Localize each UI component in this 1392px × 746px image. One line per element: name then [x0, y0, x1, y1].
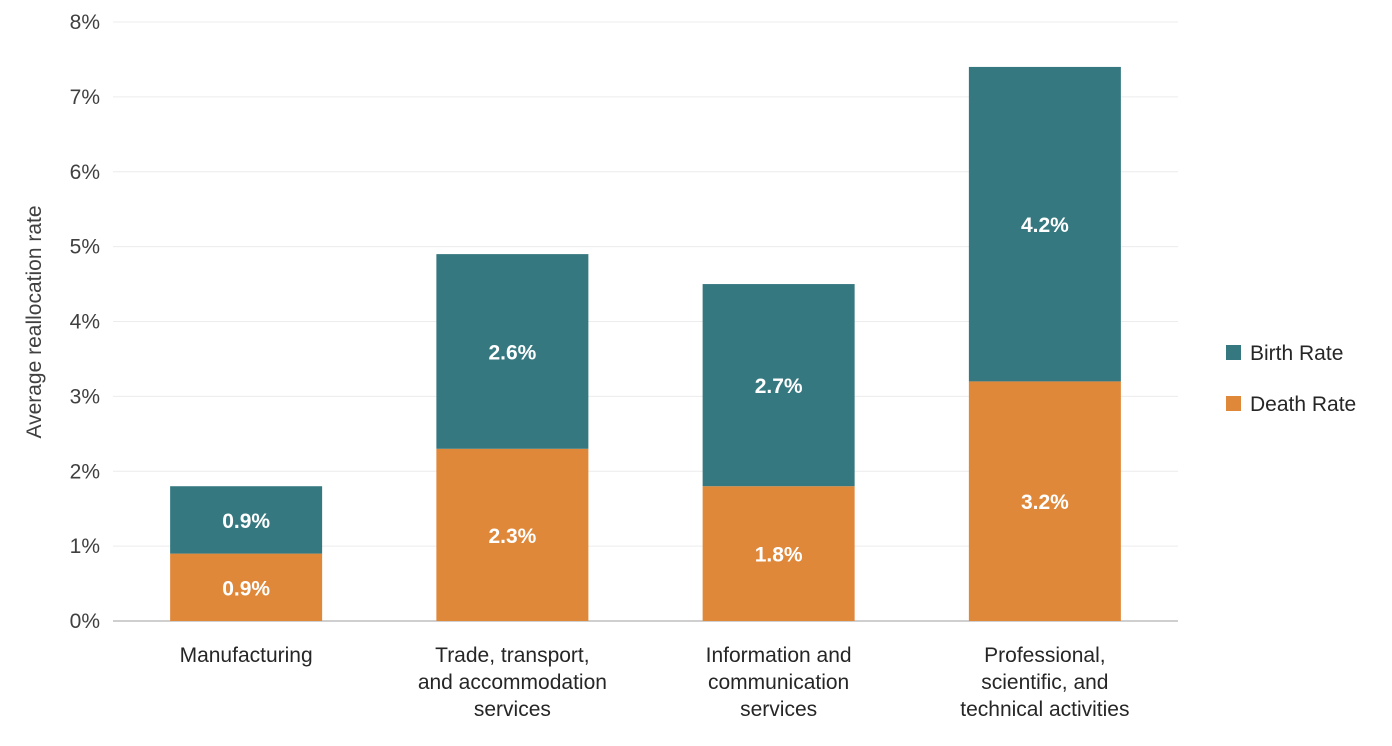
- x-category-label: services: [740, 698, 817, 721]
- y-axis-tick-labels: 0% 1% 2% 3% 4% 5% 6% 7% 8%: [70, 11, 100, 633]
- x-category-label: and accommodation: [418, 671, 607, 694]
- data-labels: 0.9% 0.9% 2.3% 2.6% 1.8% 2.7% 3.2% 4.2%: [222, 214, 1069, 600]
- data-label: 0.9%: [222, 577, 270, 600]
- bar-death-rate: [968, 381, 1121, 621]
- x-category-label: scientific, and: [981, 671, 1108, 694]
- bar-birth-rate: [170, 486, 323, 554]
- bar-birth-rate: [436, 254, 589, 449]
- legend-swatch: [1226, 345, 1241, 360]
- legend-label: Birth Rate: [1250, 342, 1343, 365]
- data-label: 1.8%: [755, 544, 803, 567]
- x-category-label: Professional,: [984, 644, 1105, 667]
- y-tick-label: 3%: [70, 385, 100, 408]
- x-category-label: Trade, transport,: [435, 644, 589, 667]
- x-category-label: Manufacturing: [180, 644, 313, 667]
- bar-death-rate: [702, 486, 855, 621]
- y-tick-label: 6%: [70, 161, 100, 184]
- bar-death-rate: [436, 448, 589, 621]
- y-tick-label: 4%: [70, 311, 100, 334]
- bar-birth-rate: [702, 284, 855, 487]
- data-label: 2.7%: [755, 375, 803, 398]
- data-label: 0.9%: [222, 510, 270, 533]
- data-label: 2.6%: [488, 341, 536, 364]
- bars: [170, 66, 1121, 621]
- data-label: 2.3%: [488, 525, 536, 548]
- data-label: 3.2%: [1021, 491, 1069, 514]
- y-tick-label: 2%: [70, 460, 100, 483]
- y-tick-label: 0%: [70, 610, 100, 633]
- x-category-label: communication: [708, 671, 849, 694]
- x-category-label: services: [474, 698, 551, 721]
- data-label: 4.2%: [1021, 214, 1069, 237]
- y-tick-label: 8%: [70, 11, 100, 34]
- x-category-label: Information and: [706, 644, 852, 667]
- y-tick-label: 5%: [70, 236, 100, 259]
- legend: Birth Rate Death Rate: [1226, 342, 1356, 416]
- x-axis-category-labels: Manufacturing Trade, transport, and accomm…: [180, 644, 1130, 721]
- bar-birth-rate: [968, 66, 1121, 382]
- legend-swatch: [1226, 396, 1241, 411]
- legend-label: Death Rate: [1250, 393, 1356, 416]
- y-tick-label: 7%: [70, 86, 100, 109]
- y-tick-label: 1%: [70, 535, 100, 558]
- bar-death-rate: [170, 553, 323, 621]
- x-category-label: technical activities: [960, 698, 1129, 721]
- y-axis-title: Average reallocation rate: [23, 205, 46, 438]
